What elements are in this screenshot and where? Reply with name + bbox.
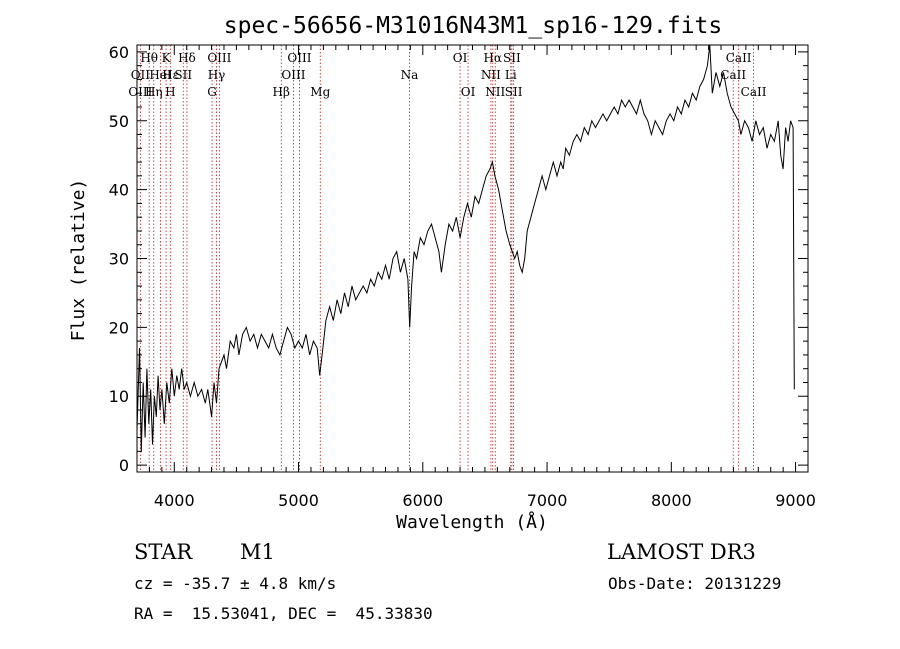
line-label-5: OI — [453, 51, 468, 65]
y-tick-label-1: 10 — [109, 387, 129, 406]
line-label-0: Hθ — [140, 51, 158, 65]
x-tick-label-3: 7000 — [527, 491, 568, 510]
line-label-27: SII — [505, 85, 523, 99]
line-label-9: OII — [131, 68, 151, 82]
line-label-22: G — [207, 85, 217, 99]
line-label-7: SII — [503, 51, 521, 65]
object-class: STAR — [134, 540, 193, 564]
y-tick-label-2: 20 — [109, 318, 129, 337]
line-label-18: CaII — [720, 68, 746, 82]
y-tick-label-0: 0 — [119, 456, 129, 475]
line-label-2: Hδ — [178, 51, 196, 65]
line-label-20: Hη — [145, 85, 163, 99]
line-label-10: Hε — [162, 68, 179, 82]
line-label-24: Mg — [310, 85, 330, 99]
line-label-26: NII — [485, 85, 505, 99]
x-tick-label-4: 8000 — [651, 491, 692, 510]
tick-labels: 4000 5000 6000 7000 8000 9000 0 10 20 30 40 50 60 — [109, 43, 816, 510]
spectrum-line — [136, 44, 795, 452]
line-label-13: Hγ — [208, 68, 226, 82]
y-tick-label-6: 60 — [109, 43, 129, 62]
line-label-23: Hβ — [273, 85, 290, 99]
y-tick-label-4: 40 — [109, 181, 129, 200]
line-label-14: OIII — [281, 68, 305, 82]
y-tick-label-5: 50 — [109, 112, 129, 131]
line-markers — [139, 45, 754, 472]
line-label-3: OIII — [207, 51, 231, 65]
y-axis-title: Flux (relative) — [68, 179, 89, 342]
line-label-21: H — [165, 85, 175, 99]
line-label-6: Hα — [483, 51, 502, 65]
object-subclass: M1 — [240, 540, 275, 564]
x-tick-label-5: 9000 — [775, 491, 816, 510]
axis-ticks — [136, 45, 809, 472]
x-tick-label-2: 6000 — [402, 491, 443, 510]
line-label-15: Na — [401, 68, 419, 82]
line-label-11: HeI — [149, 68, 172, 82]
line-label-8: CaII — [726, 51, 752, 65]
obs-date-text: Obs-Date: 20131229 — [608, 574, 782, 593]
line-label-19: OIII — [128, 85, 152, 99]
line-label-16: NII — [481, 68, 501, 82]
line-label-12: SII — [174, 68, 192, 82]
line-label-28: CaII — [741, 85, 767, 99]
x-tick-label-0: 4000 — [154, 491, 195, 510]
redshift-text: cz = -35.7 ± 4.8 km/s — [134, 574, 337, 593]
line-label-4: OIII — [287, 51, 311, 65]
line-label-1: K — [162, 51, 172, 65]
line-label-25: OI — [461, 85, 476, 99]
x-axis-title: Wavelength (Å) — [396, 511, 548, 533]
x-tick-label-1: 5000 — [278, 491, 319, 510]
plot-frame — [136, 44, 809, 473]
coordinates-text: RA = 15.53041, DEC = 45.33830 — [134, 604, 433, 623]
line-label-17: Li — [505, 68, 517, 82]
y-tick-label-3: 30 — [109, 250, 129, 269]
survey-name: LAMOST DR3 — [607, 540, 756, 564]
chart-title: spec-56656-M31016N43M1_sp16-129.fits — [224, 13, 723, 39]
